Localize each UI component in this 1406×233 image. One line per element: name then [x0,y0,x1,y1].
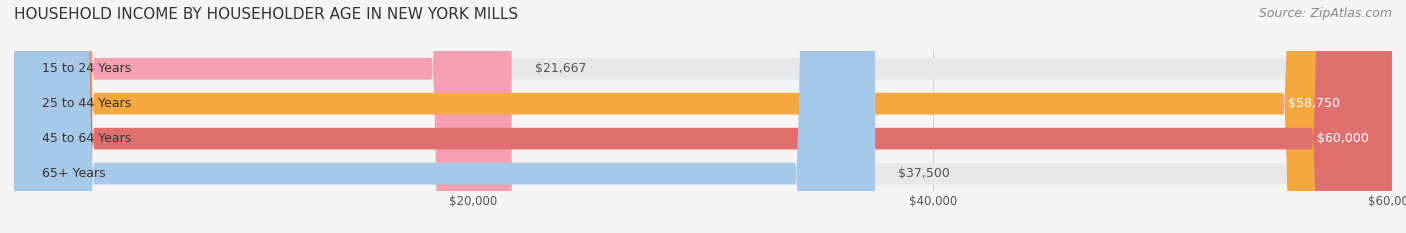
Text: $21,667: $21,667 [534,62,586,75]
FancyBboxPatch shape [14,0,1392,233]
Text: 65+ Years: 65+ Years [42,167,105,180]
FancyBboxPatch shape [14,0,1392,233]
Text: 45 to 64 Years: 45 to 64 Years [42,132,131,145]
Text: Source: ZipAtlas.com: Source: ZipAtlas.com [1258,7,1392,20]
FancyBboxPatch shape [14,0,875,233]
FancyBboxPatch shape [14,0,1392,233]
Text: 15 to 24 Years: 15 to 24 Years [42,62,131,75]
Text: 25 to 44 Years: 25 to 44 Years [42,97,131,110]
FancyBboxPatch shape [14,0,1392,233]
FancyBboxPatch shape [14,0,1364,233]
FancyBboxPatch shape [14,0,512,233]
Text: $37,500: $37,500 [898,167,950,180]
Text: $60,000: $60,000 [1317,132,1369,145]
Text: HOUSEHOLD INCOME BY HOUSEHOLDER AGE IN NEW YORK MILLS: HOUSEHOLD INCOME BY HOUSEHOLDER AGE IN N… [14,7,519,22]
FancyBboxPatch shape [14,0,1392,233]
Text: $58,750: $58,750 [1288,97,1340,110]
